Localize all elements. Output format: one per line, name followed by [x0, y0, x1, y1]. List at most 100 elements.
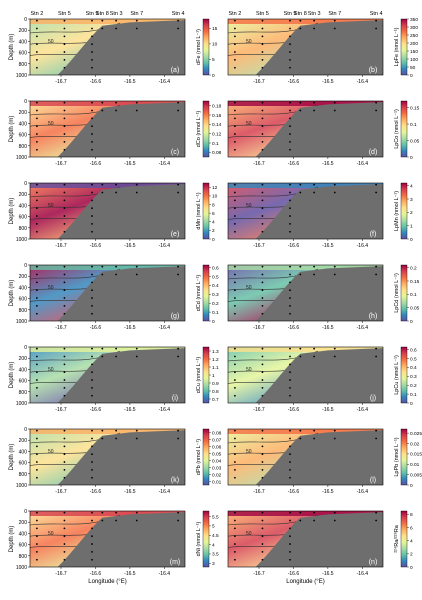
sample-point [35, 265, 38, 268]
sample-point [91, 148, 93, 151]
sample-point [91, 66, 93, 69]
y-tick-label: 200 [19, 192, 28, 198]
sample-point [177, 511, 180, 514]
contour-label: 50 [48, 203, 54, 209]
sample-point [63, 35, 66, 38]
contour-label: 50 [48, 285, 54, 291]
y-tick-label: 400 [19, 39, 28, 45]
sample-point [35, 43, 38, 46]
sample-point [313, 273, 316, 276]
colorbar-tick-label: 4.5 [212, 533, 219, 539]
sample-point [289, 429, 291, 432]
sample-point [333, 273, 336, 276]
y-tick-label: 600 [19, 51, 28, 57]
surface-band [30, 265, 185, 270]
sample-point [91, 27, 93, 30]
sample-point [63, 133, 66, 135]
sample-point [261, 58, 264, 61]
panel-h: 50 (h) -16.7 -16.6 -16.5 -16.4 0 0.05 0.1 0.15 0.2… [227, 264, 420, 331]
plot-frame [29, 428, 186, 486]
sample-point [261, 199, 264, 202]
x-tick-label: -16.5 [322, 243, 334, 249]
sample-point [91, 101, 93, 104]
sample-point [289, 355, 291, 358]
sample-point [261, 35, 264, 38]
sample-point [35, 476, 38, 479]
sample-point [289, 453, 291, 456]
sample-point [233, 527, 236, 530]
sample-point [35, 222, 38, 225]
colorbar-tick-label: 0.9 [212, 381, 219, 387]
y-tick-label: 0 [24, 427, 27, 433]
colorbar-label: LpCu (nmol L⁻¹) [394, 355, 400, 395]
sample-point [63, 191, 66, 194]
sample-point [63, 312, 66, 315]
sample-point [299, 273, 302, 276]
sample-point [63, 125, 66, 128]
sample-point [233, 363, 236, 366]
sample-point [261, 109, 264, 112]
sample-point [261, 222, 264, 225]
sample-point [289, 133, 291, 135]
sample-point [261, 19, 264, 22]
colorbar-tick-label: 0.6 [212, 265, 219, 271]
sample-point [375, 429, 378, 432]
sample-point [91, 58, 93, 61]
contour-label: 50 [246, 285, 252, 291]
contour-label: 50 [48, 39, 54, 45]
sample-point [101, 19, 104, 22]
sample-point [35, 468, 38, 471]
contour-label: 50 [246, 39, 252, 45]
sample-point [289, 43, 291, 46]
sample-point [299, 265, 302, 268]
sample-point [261, 191, 264, 194]
y-tick-label: 200 [19, 274, 28, 280]
sample-point [63, 535, 66, 538]
colorbar-tick-label: 100 [410, 57, 418, 63]
sample-point [35, 183, 38, 186]
sample-point [115, 519, 118, 522]
colorbar-tick-label: 1.1 [212, 365, 219, 371]
sample-point [35, 101, 38, 104]
colorbar-tick-label: 0.015 [410, 452, 422, 458]
station-label: Stn 3 [110, 11, 123, 17]
sample-point [177, 437, 180, 440]
x-tick-label: -16.4 [357, 571, 369, 577]
panel-letter: (a) [171, 67, 180, 74]
x-tick-label: -16.6 [90, 243, 102, 249]
colorbar [202, 428, 210, 486]
sample-point [289, 289, 291, 292]
sample-point [233, 140, 236, 143]
panel-letter: (l) [370, 477, 376, 484]
sample-point [289, 281, 291, 284]
sample-point [261, 230, 264, 233]
y-tick-label: 600 [19, 215, 28, 221]
sample-point [35, 140, 38, 143]
sample-point [261, 125, 264, 128]
sample-point [91, 476, 93, 479]
sample-point [63, 437, 66, 440]
sample-point [35, 550, 38, 553]
sample-point [289, 199, 291, 202]
sample-point [35, 543, 38, 545]
station-label: Stn 2 [30, 11, 43, 17]
sample-point [233, 519, 236, 522]
sample-point [91, 511, 93, 514]
sample-point [233, 468, 236, 471]
colorbar-tick-label: 200 [410, 41, 418, 47]
sample-point [63, 468, 66, 471]
sample-point [91, 230, 93, 233]
sample-point [35, 207, 38, 210]
sample-point [35, 230, 38, 233]
colorbar-tick-label: 3.5 [212, 552, 219, 558]
sample-point [35, 535, 38, 538]
sample-point [35, 394, 38, 397]
x-tick-label: -16.5 [322, 325, 334, 331]
sample-point [233, 453, 236, 456]
sample-point [261, 543, 264, 545]
x-tick-label: -16.4 [357, 79, 369, 85]
sample-point [91, 191, 93, 194]
sample-point [91, 445, 93, 448]
panel-c: 50 (c) 0 200 400 600 800 1000 Depth (m) -16.7 -16.… [9, 99, 222, 167]
y-tick-label: 800 [19, 554, 28, 560]
